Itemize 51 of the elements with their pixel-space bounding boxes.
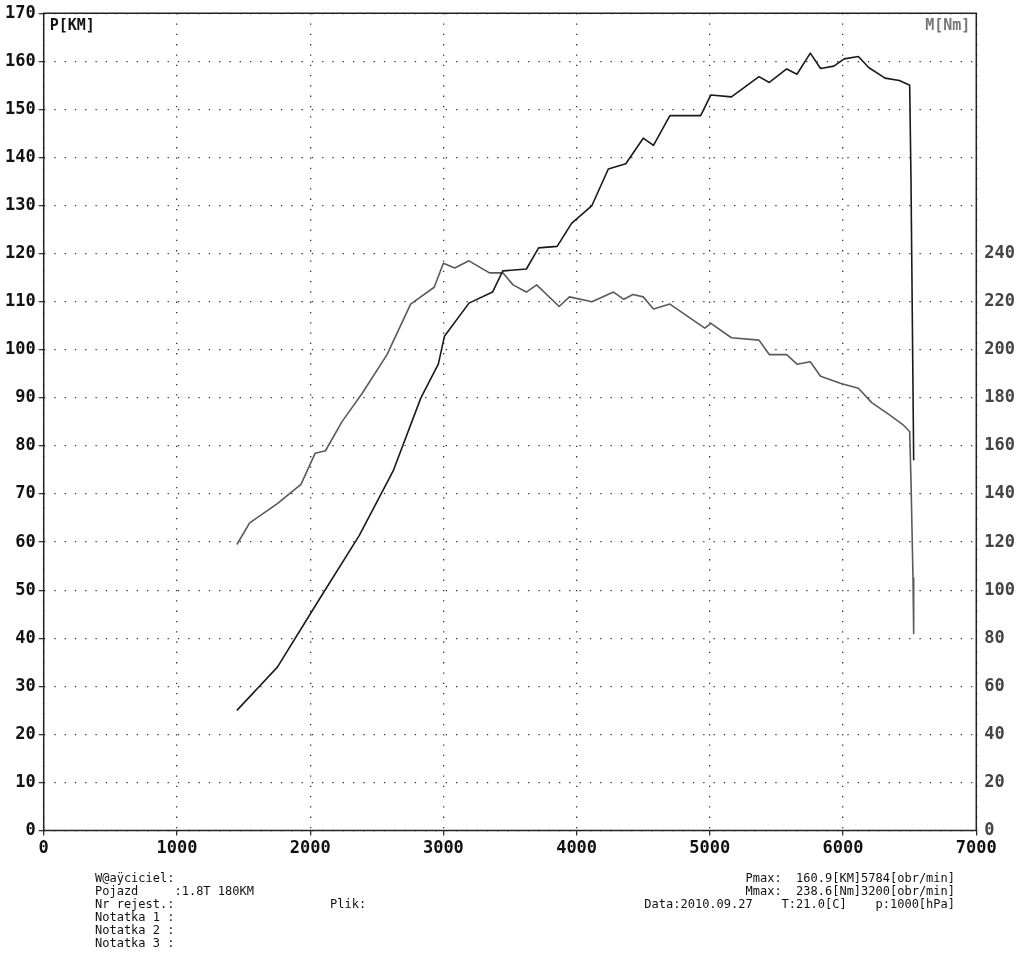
- text: Plik:: [330, 897, 367, 911]
- y2-tick-label: 140: [984, 482, 1016, 503]
- y-tick-label: 10: [15, 770, 36, 791]
- x-tick-label: 3000: [422, 837, 464, 858]
- text: Notatka 1 :: [95, 910, 176, 924]
- y-tick-label: 50: [15, 578, 36, 599]
- text: W@aÿciciel:: [95, 871, 176, 885]
- y-tick-label: 170: [4, 1, 36, 22]
- x-tick-label: 2000: [289, 837, 331, 858]
- y-tick-label: 30: [15, 674, 36, 695]
- y-tick-label: 70: [15, 482, 36, 503]
- text: Nr rejest.:: [95, 897, 176, 911]
- y-tick-label: 160: [4, 49, 36, 70]
- y-tick-label: 140: [4, 145, 36, 166]
- y-tick-label: 20: [15, 722, 36, 743]
- y2-tick-label: 40: [984, 722, 1005, 743]
- text: Pojazd :1.8T 180KM: [95, 884, 254, 898]
- text: Notatka 3 :: [95, 936, 176, 950]
- text: Data:2010.09.27 T:21.0[C] p:1000[hPa]: [643, 897, 955, 911]
- x-tick-label: 6000: [822, 837, 864, 858]
- y-tick-label: 80: [15, 434, 36, 455]
- y2-tick-label: 60: [984, 674, 1005, 695]
- y-tick-label: 150: [4, 97, 36, 118]
- y2-tick-label: 80: [984, 626, 1005, 647]
- y2-tick-label: 180: [984, 386, 1016, 407]
- y2-tick-label: 160: [984, 434, 1016, 455]
- x-tick-label: 5000: [689, 837, 731, 858]
- y2-tick-label: 120: [984, 530, 1016, 551]
- y-tick-label: 130: [4, 193, 36, 214]
- text: Pmax: 160.9[KM]5784[obr/min]: [744, 871, 955, 885]
- x-tick-label: 7000: [955, 837, 997, 858]
- y-tick-label: 0: [25, 819, 36, 840]
- y-axis-title: P[KM]: [49, 15, 95, 34]
- y2-tick-label: 100: [984, 578, 1016, 599]
- y-tick-label: 60: [15, 530, 36, 551]
- y2-tick-label: 220: [984, 290, 1016, 311]
- y-tick-label: 110: [4, 290, 36, 311]
- y2-axis-title: M[Nm]: [925, 15, 971, 34]
- y2-tick-label: 200: [984, 338, 1016, 359]
- y-tick-label: 90: [15, 386, 36, 407]
- y-tick-label: 120: [4, 242, 36, 263]
- y2-tick-label: 0: [984, 819, 995, 840]
- y-tick-label: 100: [4, 338, 36, 359]
- text: Notatka 2 :: [95, 923, 176, 937]
- x-tick-label: 0: [38, 837, 49, 858]
- text: Mmax: 238.6[Nm]3200[obr/min]: [744, 884, 955, 898]
- x-tick-label: 4000: [556, 837, 598, 858]
- y-tick-label: 40: [15, 626, 36, 647]
- y2-tick-label: 240: [984, 242, 1016, 263]
- y2-tick-label: 20: [984, 770, 1005, 791]
- x-tick-label: 1000: [156, 837, 198, 858]
